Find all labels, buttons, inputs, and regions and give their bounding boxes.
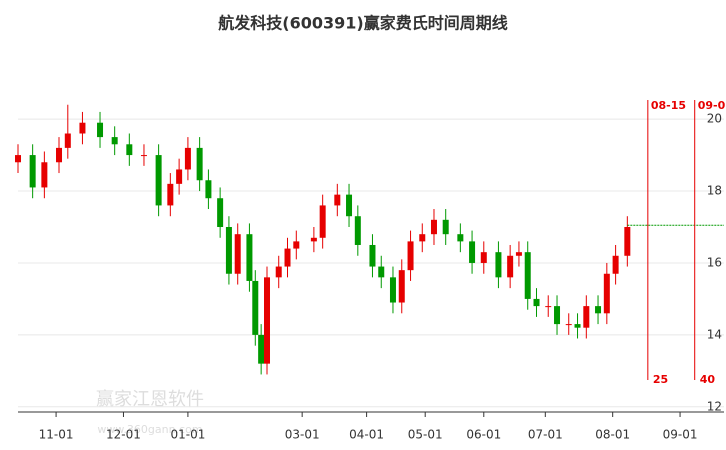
candle-body bbox=[246, 234, 253, 281]
candle-body bbox=[430, 219, 437, 235]
candle-body bbox=[140, 155, 147, 157]
candle-body bbox=[176, 169, 183, 184]
candle-body bbox=[369, 244, 376, 267]
watermark-url: www.360gann.com bbox=[97, 423, 202, 436]
x-tick-label: 12-01 bbox=[106, 428, 141, 442]
candle-body bbox=[196, 147, 203, 181]
x-tick-label: 03-01 bbox=[285, 428, 320, 442]
y-tick-label: 18 bbox=[707, 184, 722, 198]
candle-body bbox=[275, 266, 282, 278]
candle-body bbox=[469, 241, 476, 263]
candle-body bbox=[41, 162, 48, 188]
candle-body bbox=[524, 252, 531, 299]
candle-body bbox=[442, 219, 449, 235]
candle-body bbox=[545, 306, 552, 308]
y-tick-label: 20 bbox=[707, 112, 722, 126]
candle-body bbox=[258, 334, 265, 364]
candle-body bbox=[583, 306, 590, 328]
candle-body bbox=[624, 227, 631, 256]
candle-body bbox=[398, 270, 405, 303]
candle-body bbox=[234, 234, 241, 274]
cycle-count: 25 bbox=[653, 373, 668, 386]
candle-body bbox=[319, 205, 326, 238]
candle-body bbox=[507, 255, 514, 278]
candle-body bbox=[334, 194, 341, 206]
candle-body bbox=[457, 234, 464, 242]
candle-body bbox=[293, 241, 300, 249]
chart-title: 航发科技(600391)赢家费氏时间周期线 bbox=[218, 14, 507, 33]
y-tick-label: 12 bbox=[707, 399, 722, 413]
candle-body bbox=[407, 241, 414, 271]
candle-body bbox=[310, 237, 317, 242]
candle-body bbox=[97, 122, 104, 138]
candle-body bbox=[111, 137, 118, 145]
x-tick-label: 07-01 bbox=[528, 428, 563, 442]
candle-body bbox=[126, 144, 133, 156]
y-tick-label: 16 bbox=[707, 255, 722, 269]
x-tick-label: 01-01 bbox=[170, 428, 205, 442]
x-tick-label: 04-01 bbox=[349, 428, 384, 442]
candle-body bbox=[79, 122, 86, 134]
watermark: 赢家江恩软件 bbox=[96, 388, 204, 410]
candle-body bbox=[64, 133, 71, 148]
candle-body bbox=[167, 183, 174, 206]
candle-body bbox=[205, 180, 212, 199]
candle-body bbox=[554, 306, 561, 325]
candle-body bbox=[155, 155, 162, 206]
x-tick-label: 11-01 bbox=[39, 428, 74, 442]
cycle-count: 40 bbox=[700, 373, 716, 386]
candle-body bbox=[252, 280, 259, 335]
candle-body bbox=[574, 324, 581, 328]
candle-body bbox=[264, 277, 271, 364]
candle-body bbox=[15, 155, 21, 163]
candle-body bbox=[29, 155, 36, 188]
candle-body bbox=[595, 306, 602, 314]
y-tick-label: 14 bbox=[707, 327, 722, 341]
x-tick-label: 09-01 bbox=[663, 428, 698, 442]
candle-body bbox=[225, 227, 232, 274]
candle-body bbox=[389, 277, 396, 303]
candle-body bbox=[515, 252, 522, 256]
candle-body bbox=[56, 147, 63, 163]
candle-body bbox=[354, 216, 361, 245]
candle-body bbox=[612, 255, 619, 274]
candle-body bbox=[184, 147, 191, 170]
candle-body bbox=[346, 194, 353, 217]
candle-body bbox=[480, 252, 487, 263]
cycle-date: 08-15 bbox=[651, 99, 686, 112]
x-tick-label: 05-01 bbox=[408, 428, 443, 442]
cycle-date: 09-0 bbox=[698, 99, 726, 112]
candle-body bbox=[284, 248, 291, 267]
candle-body bbox=[378, 266, 385, 278]
candle-body bbox=[419, 234, 426, 242]
candle-body bbox=[217, 198, 224, 227]
candle-body bbox=[603, 273, 610, 314]
candle-body bbox=[495, 252, 502, 278]
candle-body bbox=[565, 324, 572, 326]
x-tick-label: 06-01 bbox=[466, 428, 501, 442]
x-tick-label: 08-01 bbox=[595, 428, 630, 442]
candle-body bbox=[533, 298, 540, 307]
